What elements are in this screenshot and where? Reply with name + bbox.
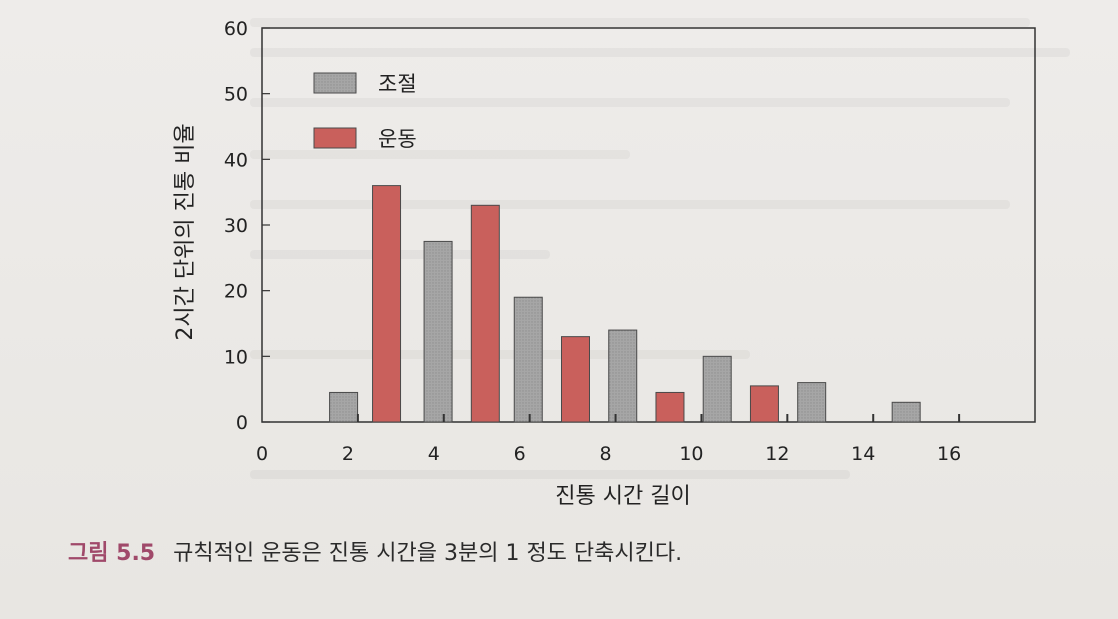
x-tick-label-6: 12 bbox=[765, 443, 789, 465]
y-tick-label-6: 60 bbox=[224, 18, 248, 40]
bar-운동-2 bbox=[560, 336, 590, 423]
bleed-through bbox=[250, 150, 630, 159]
caption-text: 규칙적인 운동은 진통 시간을 3분의 1 정도 단축시킨다. bbox=[173, 541, 683, 566]
x-tick-label-3: 6 bbox=[514, 443, 526, 465]
x-tick-label-0: 0 bbox=[256, 443, 268, 465]
figure-number: 그림 5.5 bbox=[68, 541, 156, 566]
bar-조절-1 bbox=[423, 240, 453, 423]
x-tick-label-4: 8 bbox=[600, 443, 612, 465]
bleed-through bbox=[250, 200, 1010, 209]
y-tick-label-1: 10 bbox=[224, 346, 248, 368]
bar-운동-0 bbox=[372, 185, 402, 423]
bleed-through bbox=[250, 18, 1030, 27]
bar-조절-3 bbox=[608, 329, 638, 423]
bar-운동-4 bbox=[749, 385, 779, 423]
y-tick-label-2: 20 bbox=[224, 281, 248, 303]
bar-조절-2 bbox=[513, 296, 543, 423]
bleed-through bbox=[250, 98, 1010, 107]
bar-조절-0 bbox=[329, 391, 359, 423]
x-tick-label-2: 4 bbox=[428, 443, 440, 465]
y-tick-label-5: 50 bbox=[224, 84, 248, 106]
legend-label-조절: 조절 bbox=[378, 72, 417, 96]
legend-label-운동: 운동 bbox=[378, 127, 417, 151]
bar-조절-5 bbox=[797, 382, 827, 423]
x-axis-label: 진통 시간 길이 bbox=[555, 484, 690, 509]
figure-caption: 그림 5.5 규칙적인 운동은 진통 시간을 3분의 1 정도 단축시킨다. bbox=[68, 535, 682, 567]
bar-조절-4 bbox=[702, 355, 732, 423]
x-tick-label-7: 14 bbox=[851, 443, 875, 465]
x-tick-label-1: 2 bbox=[342, 443, 354, 465]
y-tick-label-3: 30 bbox=[224, 215, 248, 237]
x-tick-label-5: 10 bbox=[679, 443, 703, 465]
ticks: 0 10 20 30 40 50 60 0 2 4 6 8 10 12 14 16 bbox=[224, 18, 961, 465]
bleed-through bbox=[250, 470, 850, 479]
bars bbox=[329, 185, 921, 423]
legend-swatch-조절 bbox=[313, 72, 357, 94]
legend-swatch-운동 bbox=[313, 127, 357, 149]
x-tick-label-8: 16 bbox=[937, 443, 961, 465]
bleed-through bbox=[250, 350, 750, 359]
y-tick-label-4: 40 bbox=[224, 149, 248, 171]
y-tick-label-0: 0 bbox=[236, 412, 248, 434]
bar-조절-6 bbox=[891, 401, 921, 423]
bleed-through bbox=[250, 48, 1070, 57]
bar-운동-3 bbox=[655, 391, 685, 423]
bar-운동-1 bbox=[470, 204, 500, 423]
y-axis-label: 2시간 단위의 진통 비율 bbox=[173, 123, 198, 340]
